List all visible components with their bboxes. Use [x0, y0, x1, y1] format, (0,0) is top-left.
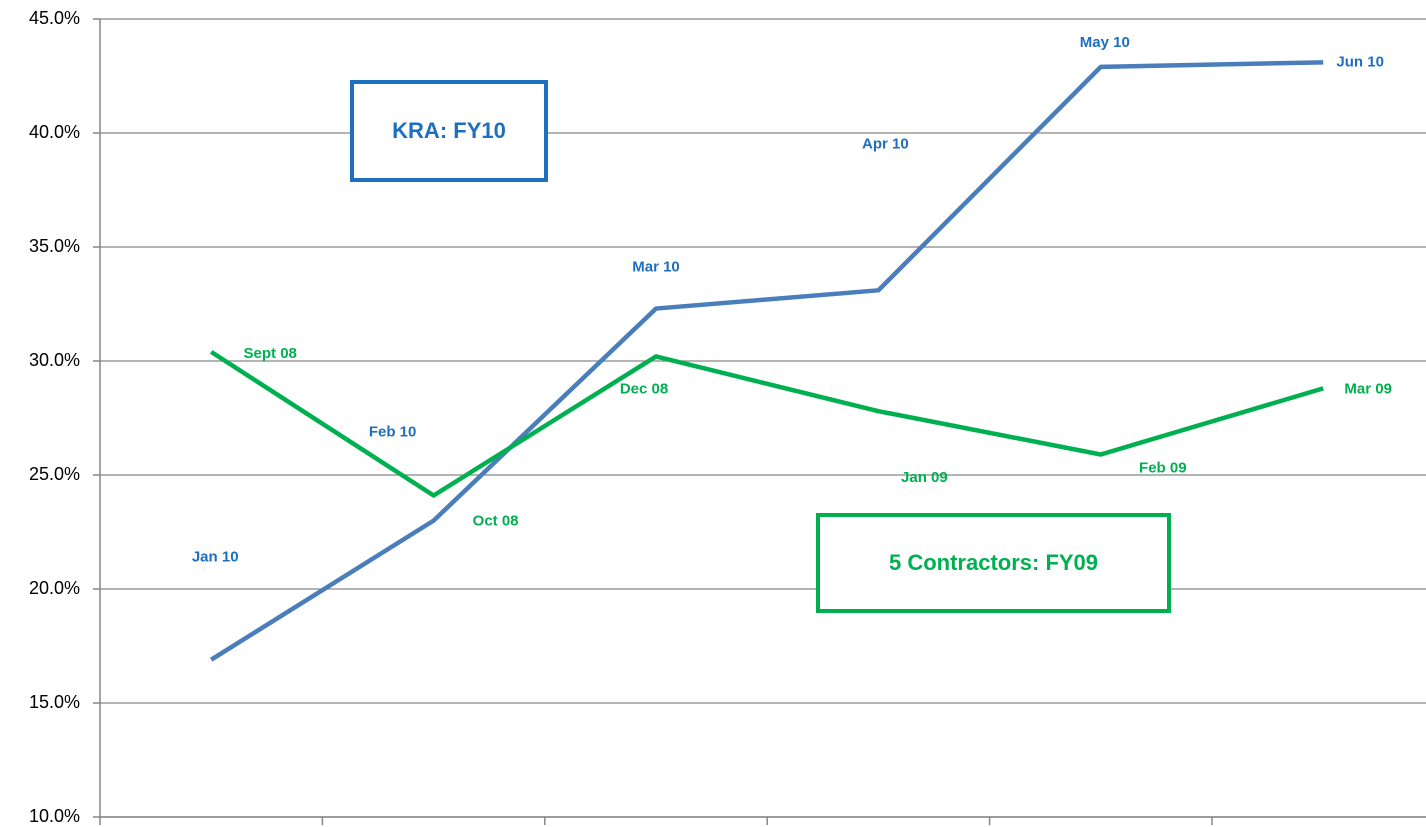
point-label: Sept 08 — [244, 345, 297, 362]
point-label: Feb 10 — [369, 424, 417, 441]
point-label: Mar 09 — [1344, 380, 1392, 397]
annotation-box — [816, 513, 1171, 613]
point-label: Dec 08 — [620, 380, 668, 397]
y-tick-label: 40.0% — [29, 122, 80, 142]
point-label: Jan 10 — [192, 549, 239, 566]
annotation-text: 5 Contractors: FY09 — [889, 550, 1098, 575]
point-label: Apr 10 — [862, 135, 909, 152]
y-tick-label: 15.0% — [29, 692, 80, 712]
series-line — [209, 349, 1324, 498]
point-label: Jun 10 — [1336, 53, 1384, 70]
point-label: May 10 — [1080, 34, 1130, 51]
y-tick-label: 20.0% — [29, 578, 80, 598]
annotation-text: KRA: FY10 — [392, 118, 506, 143]
point-label: Mar 10 — [632, 259, 680, 276]
y-tick-label: 25.0% — [29, 464, 80, 484]
y-tick-label: 35.0% — [29, 236, 80, 256]
point-label: Jan 09 — [901, 469, 948, 486]
annotation-box — [350, 80, 548, 182]
series-line — [210, 60, 1324, 662]
point-label: Oct 08 — [473, 512, 519, 529]
y-tick-label: 10.0% — [29, 806, 80, 826]
y-tick-label: 45.0% — [29, 8, 80, 28]
point-label: Feb 09 — [1139, 459, 1187, 476]
y-tick-label: 30.0% — [29, 350, 80, 370]
